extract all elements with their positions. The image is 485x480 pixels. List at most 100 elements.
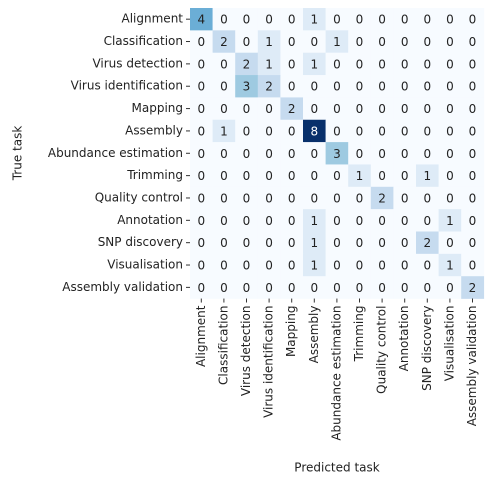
cell [212,142,236,165]
cell [348,142,372,165]
cell [303,52,326,76]
cell [438,142,462,165]
cell-label: 0 [446,236,454,250]
cell-label: 1 [220,124,228,138]
cell-label: 0 [401,13,409,27]
cell-label: 0 [401,35,409,49]
cell [257,164,281,188]
cell-label: 1 [356,169,364,183]
cell-label: 0 [288,281,296,295]
cell-label: 0 [423,102,431,116]
cell [190,52,213,76]
cell-label: 0 [356,281,364,295]
cell-label: 2 [469,281,477,295]
cell-label: 0 [220,147,228,161]
cell [235,231,259,255]
cell-label: 0 [333,259,341,273]
cell [416,75,439,98]
cell-label: 1 [446,259,454,273]
cell [461,75,485,98]
cell-label: 0 [446,281,454,295]
cell-label: 0 [288,214,296,228]
cell [438,52,462,76]
cell-label: 1 [310,236,318,250]
cell-label: 0 [378,35,386,49]
cell-label: 0 [446,191,454,205]
cell [303,276,326,299]
cell [370,164,394,188]
cell-label: 0 [220,259,228,273]
cell-label: 0 [265,259,273,273]
cell-label: 1 [446,214,454,228]
cell [235,276,259,299]
cell [190,253,213,277]
cell-label: 0 [469,191,477,205]
cell-label: 0 [265,102,273,116]
cell-label: 0 [378,57,386,71]
cell [325,119,349,143]
cell [280,75,304,98]
cell [393,97,417,121]
cell-label: 0 [423,259,431,273]
y-tick-label: Quality control [95,190,183,204]
y-tick-label: Alignment [122,12,184,26]
cell [190,186,213,210]
cell [280,119,304,143]
cell [257,97,281,121]
cell [257,8,281,31]
cell [303,8,326,31]
cell-label: 0 [378,147,386,161]
cell [461,209,485,232]
cell [303,75,326,98]
cell-label: 0 [288,147,296,161]
cell-label: 0 [378,124,386,138]
cell [438,75,462,98]
cell [370,97,394,121]
cell [257,186,281,210]
cell [235,75,259,98]
cell-label: 0 [401,214,409,228]
cell [303,97,326,121]
x-tick-label: Visualisation [442,306,456,382]
cell-label: 0 [469,169,477,183]
cell [212,52,236,76]
cell [370,30,394,53]
cell-label: 0 [288,259,296,273]
cell [212,164,236,188]
cell [370,276,394,299]
cell [212,231,236,255]
cell-label: 0 [288,13,296,27]
cell [257,209,281,232]
cell-label: 1 [265,35,273,49]
cell-label: 0 [197,102,205,116]
cell-label: 0 [243,147,251,161]
x-tick-label: Assembly [307,306,321,364]
cell [438,231,462,255]
cell [438,209,462,232]
cell [303,142,326,165]
cell-label: 0 [220,191,228,205]
cell-label: 0 [423,80,431,94]
cell-label: 0 [469,80,477,94]
cell-label: 0 [197,35,205,49]
cell [325,276,349,299]
cell-label: 0 [378,236,386,250]
cell-label: 0 [220,13,228,27]
cell [190,142,213,165]
cell-label: 0 [378,102,386,116]
cell-label: 0 [469,214,477,228]
cell-label: 0 [310,35,318,49]
cell [190,30,213,53]
cell-label: 0 [197,281,205,295]
cell-label: 0 [220,169,228,183]
cell [235,164,259,188]
y-tick-label: Trimming [126,168,183,182]
cell-label: 0 [197,124,205,138]
cell-label: 0 [288,191,296,205]
cell [190,75,213,98]
cell-label: 0 [265,147,273,161]
cell [438,164,462,188]
cell-label: 0 [356,13,364,27]
cell [303,231,326,255]
cell-label: 0 [356,191,364,205]
